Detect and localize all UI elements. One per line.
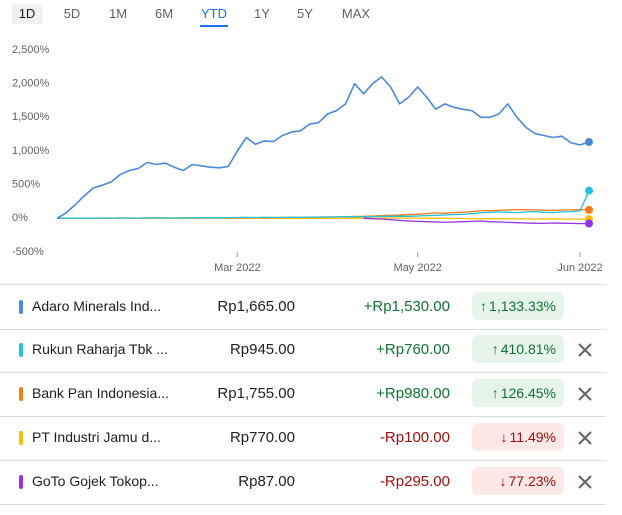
table-row[interactable]: Bank Pan Indonesia... Rp1,755.00 +Rp980.00… bbox=[0, 372, 606, 417]
chart: -500% 0% 500% 1,000% 1,500% 2,000% 2,500% Mar 2… bbox=[12, 44, 603, 274]
price-change: -Rp100.00 bbox=[379, 429, 450, 446]
series-color bbox=[19, 387, 23, 401]
table-row[interactable]: Adaro Minerals Ind... Rp1,665.00 +Rp1,530.… bbox=[0, 284, 606, 330]
x-tick-label: May 2022 bbox=[394, 262, 442, 274]
remove-button[interactable] bbox=[577, 342, 593, 358]
close-icon bbox=[578, 431, 592, 445]
table-row[interactable]: GoTo Gojek Tokop... Rp87.00 -Rp295.00 77.23… bbox=[0, 460, 606, 505]
y-tick-label: 1,500% bbox=[12, 111, 50, 123]
x-tick-label: Mar 2022 bbox=[214, 262, 260, 274]
series-color bbox=[19, 475, 23, 489]
stock-price: Rp87.00 bbox=[238, 473, 295, 490]
y-tick-label: 2,500% bbox=[12, 44, 50, 56]
range-tab[interactable]: MAX bbox=[341, 6, 371, 21]
price-change: -Rp295.00 bbox=[379, 473, 450, 490]
remove-button[interactable] bbox=[577, 386, 593, 402]
stock-price: Rp1,665.00 bbox=[217, 298, 295, 315]
range-tab[interactable]: YTD bbox=[194, 4, 234, 27]
series-line bbox=[56, 76, 590, 219]
stock-price: Rp1,755.00 bbox=[217, 385, 295, 402]
stock-name: Rukun Raharja Tbk ... bbox=[32, 341, 168, 357]
price-change: +Rp1,530.00 bbox=[363, 298, 450, 315]
percent-change: 77.23% bbox=[472, 467, 564, 495]
stock-price: Rp945.00 bbox=[229, 341, 295, 358]
series-color bbox=[19, 343, 23, 357]
remove-button[interactable] bbox=[577, 430, 593, 446]
end-dot bbox=[585, 138, 593, 147]
price-change: +Rp980.00 bbox=[376, 385, 450, 402]
y-tick-label: 0% bbox=[12, 212, 28, 224]
table-row[interactable]: PT Industri Jamu d... Rp770.00 -Rp100.00 11… bbox=[0, 416, 606, 461]
series-color bbox=[19, 431, 23, 445]
table-row[interactable]: Rukun Raharja Tbk ... Rp945.00 +Rp760.00 41… bbox=[0, 328, 606, 373]
end-dot bbox=[585, 205, 593, 214]
range-tab[interactable]: 1M bbox=[108, 6, 128, 21]
series-color bbox=[19, 300, 23, 314]
range-tab[interactable]: 5Y bbox=[297, 6, 313, 21]
percent-change: 126.45% bbox=[472, 379, 564, 407]
end-dot bbox=[585, 219, 593, 228]
range-tab[interactable]: 5D bbox=[63, 6, 81, 21]
range-tab[interactable]: 1Y bbox=[254, 6, 270, 21]
x-tick-label: Jun 2022 bbox=[557, 262, 602, 274]
price-change: +Rp760.00 bbox=[376, 341, 450, 358]
series-line bbox=[363, 217, 590, 225]
range-tab[interactable]: 6M bbox=[154, 6, 174, 21]
stock-name: PT Industri Jamu d... bbox=[32, 429, 161, 445]
y-tick-label: 500% bbox=[12, 179, 40, 191]
close-icon bbox=[578, 475, 592, 489]
stock-name: Adaro Minerals Ind... bbox=[32, 298, 162, 314]
percent-change: 11.49% bbox=[472, 423, 564, 451]
close-icon bbox=[578, 343, 592, 357]
y-tick-label: 1,000% bbox=[12, 145, 50, 157]
stock-name: Bank Pan Indonesia... bbox=[32, 385, 169, 401]
stock-name: GoTo Gojek Tokop... bbox=[32, 473, 159, 489]
close-icon bbox=[578, 387, 592, 401]
stock-price: Rp770.00 bbox=[229, 429, 295, 446]
y-tick-label: 2,000% bbox=[12, 78, 50, 90]
y-tick-label: -500% bbox=[12, 246, 44, 258]
range-tab[interactable]: 1D bbox=[11, 4, 43, 24]
percent-change: 410.81% bbox=[472, 335, 564, 363]
series-line bbox=[56, 190, 590, 219]
end-dot bbox=[585, 186, 593, 195]
percent-change: 1,133.33% bbox=[472, 292, 564, 320]
remove-button[interactable] bbox=[577, 474, 593, 490]
